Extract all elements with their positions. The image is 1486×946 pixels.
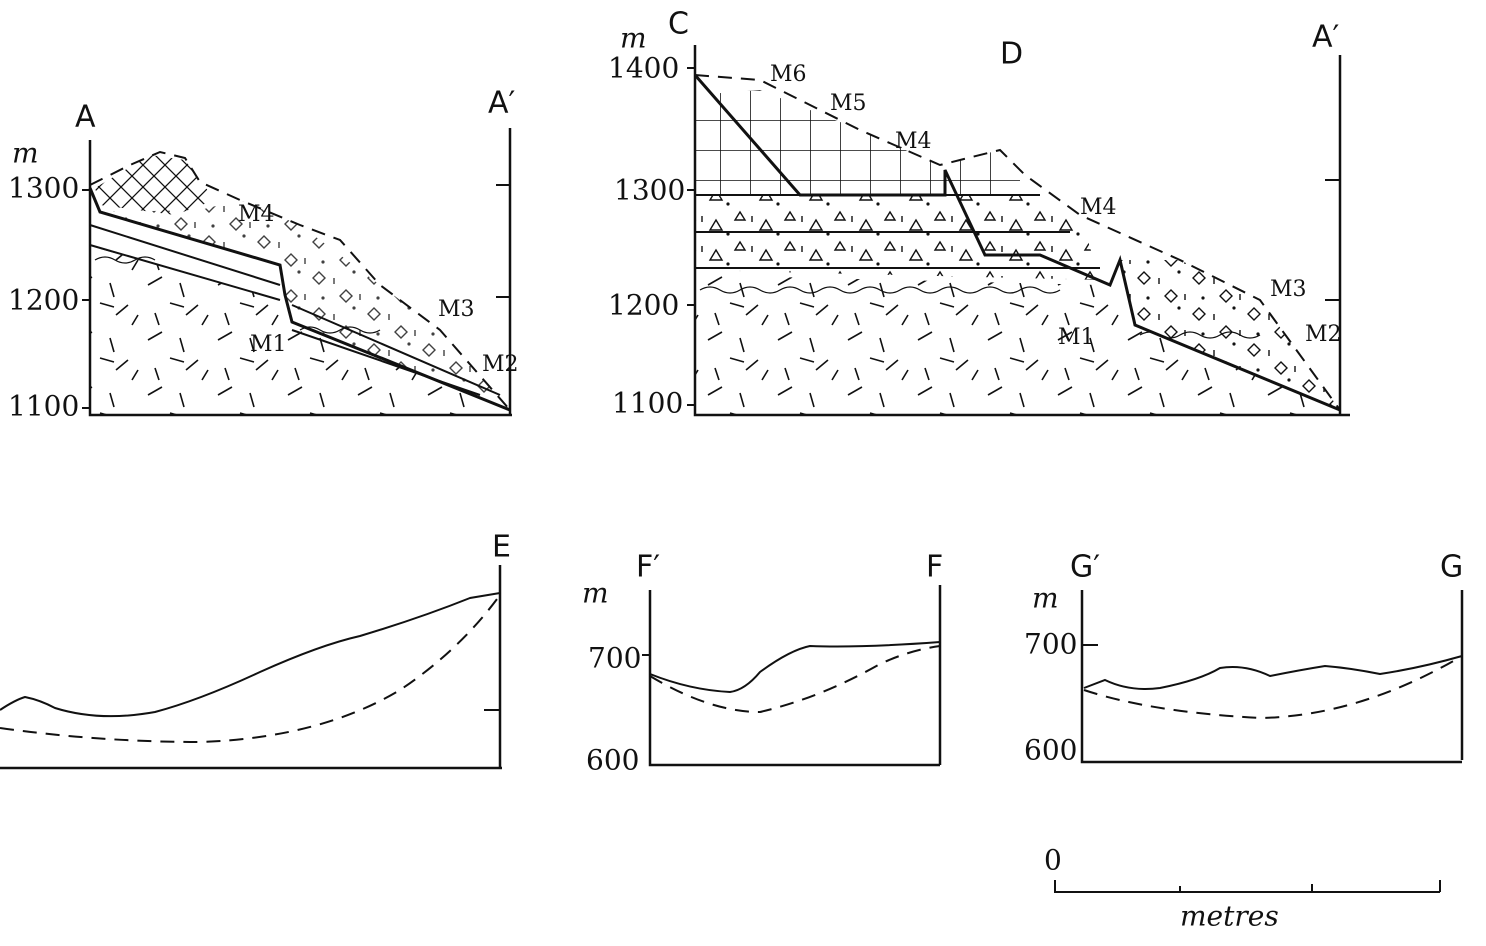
layer-line bbox=[89, 224, 501, 396]
axes bbox=[0, 565, 502, 770]
marker-label: M1 bbox=[1058, 325, 1095, 350]
tick-label: 1300 bbox=[8, 172, 79, 205]
section-f: F′ F m 700 600 bbox=[582, 550, 943, 777]
crosshatch-fill bbox=[95, 155, 215, 215]
unit-label: m bbox=[582, 577, 609, 610]
tick-label: 1200 bbox=[8, 284, 79, 317]
tick-label: 1300 bbox=[614, 174, 685, 207]
marker-label: M4 bbox=[895, 129, 932, 154]
unconformity bbox=[94, 256, 381, 334]
section-end-label: E bbox=[492, 530, 511, 565]
unit-label: m bbox=[12, 137, 39, 170]
tick-label: 1100 bbox=[612, 387, 683, 420]
marker-label: M4 bbox=[238, 202, 275, 227]
tick-label: 1200 bbox=[608, 289, 679, 322]
axes bbox=[88, 128, 512, 417]
unconformity bbox=[699, 286, 1261, 339]
surface-line bbox=[649, 641, 941, 694]
section-end-label: A′ bbox=[1312, 20, 1340, 55]
surface-line bbox=[89, 150, 511, 411]
section-start-label: F′ bbox=[636, 550, 660, 585]
section-e: E bbox=[0, 530, 511, 770]
marker-label: M2 bbox=[482, 352, 519, 377]
section-c: C D A′ m 1400 1300 1200 1100 M6 M5 M4 M4… bbox=[608, 7, 1350, 420]
gravel-fill bbox=[1120, 260, 1340, 410]
section-start-label: G′ bbox=[1070, 550, 1100, 585]
scale-start: 0 bbox=[1044, 844, 1062, 877]
surface-line bbox=[694, 74, 1341, 411]
tick-marks bbox=[82, 184, 510, 409]
profile-line bbox=[1083, 655, 1463, 720]
section-end-label: F bbox=[926, 550, 943, 585]
marker-label: M1 bbox=[250, 332, 287, 357]
unit-label: m bbox=[620, 22, 647, 55]
fault-line bbox=[88, 187, 511, 412]
tick-label: 600 bbox=[586, 744, 639, 777]
tick-label: 700 bbox=[588, 642, 641, 675]
profile-line bbox=[0, 594, 501, 744]
axes bbox=[1080, 590, 1464, 764]
gravel-fill bbox=[100, 200, 510, 410]
marker-label: M4 bbox=[1080, 195, 1117, 220]
surface-line bbox=[1083, 655, 1463, 690]
section-start-label: C bbox=[668, 7, 689, 42]
section-end-label: G bbox=[1440, 550, 1463, 585]
surface-line bbox=[0, 592, 501, 718]
marker-label: M3 bbox=[438, 297, 475, 322]
scale-bar: 0 metres bbox=[1044, 844, 1441, 933]
marker-label: M2 bbox=[1305, 322, 1342, 347]
profile-line bbox=[649, 645, 941, 714]
tick-label: 600 bbox=[1024, 734, 1077, 767]
marker-label: M5 bbox=[830, 91, 867, 116]
tick-label: 1400 bbox=[608, 52, 679, 85]
axes bbox=[693, 45, 1350, 417]
section-a: A A′ m 1300 1200 1100 M4 M3 M2 M1 bbox=[8, 86, 519, 423]
scale-unit: metres bbox=[1180, 900, 1279, 933]
marker-label: M6 bbox=[770, 62, 807, 87]
scale-line bbox=[1054, 880, 1441, 893]
fault-line bbox=[693, 74, 1341, 412]
tick-label: 700 bbox=[1024, 628, 1077, 661]
section-end-label: A′ bbox=[488, 86, 516, 121]
unit-label: m bbox=[1032, 582, 1059, 615]
section-start-label: A bbox=[75, 100, 96, 135]
section-mid-label: D bbox=[1000, 37, 1023, 72]
axes bbox=[648, 585, 942, 767]
basement-fill bbox=[695, 275, 1340, 415]
tick-label: 1100 bbox=[8, 390, 79, 423]
triangle-fill bbox=[695, 195, 1100, 280]
tick-marks bbox=[687, 67, 1340, 406]
marker-label: M3 bbox=[1270, 277, 1307, 302]
section-g: G′ G m 700 600 bbox=[1024, 550, 1464, 767]
